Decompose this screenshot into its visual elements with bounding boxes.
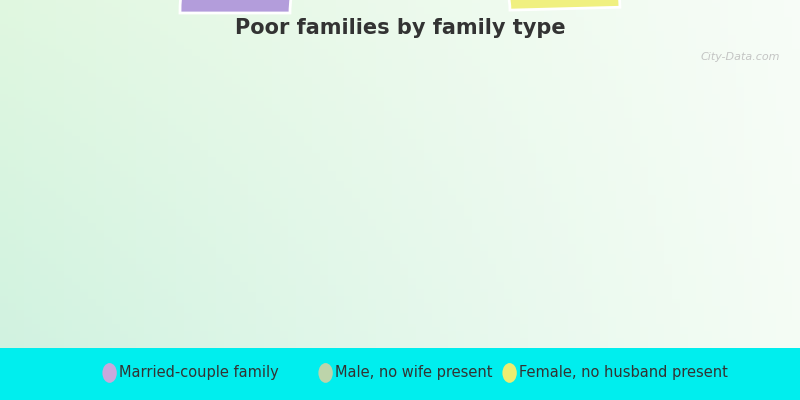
Text: City-Data.com: City-Data.com — [701, 52, 780, 62]
Wedge shape — [180, 0, 355, 13]
Text: Poor families by family type: Poor families by family type — [234, 18, 566, 38]
Ellipse shape — [318, 363, 333, 383]
Text: Married-couple family: Married-couple family — [119, 366, 279, 380]
Ellipse shape — [502, 363, 517, 383]
Text: Female, no husband present: Female, no husband present — [519, 366, 728, 380]
Wedge shape — [422, 0, 620, 10]
Text: Male, no wife present: Male, no wife present — [335, 366, 493, 380]
Ellipse shape — [102, 363, 117, 383]
